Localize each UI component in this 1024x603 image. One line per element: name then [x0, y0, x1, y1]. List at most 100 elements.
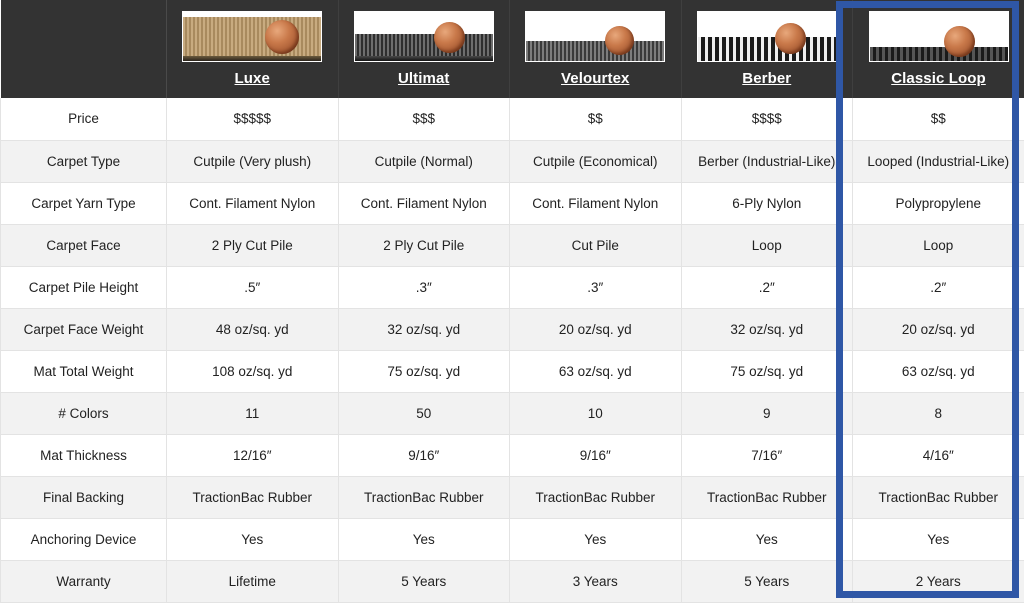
carpet-pile-icon	[354, 34, 493, 61]
row-label-mat-total-weight: Mat Total Weight	[0, 350, 167, 393]
cell-carpet-pile-height-berber: .2″	[680, 266, 853, 309]
cell-mat-thickness-velourtex: 9/16″	[509, 434, 682, 477]
product-thumbnail-luxe	[182, 11, 323, 62]
table-row-carpet-face-weight: Carpet Face Weight 48 oz/sq. yd 32 oz/sq…	[0, 308, 1024, 351]
carpet-pile-icon	[526, 41, 665, 61]
product-name-link-velourtex[interactable]: Velourtex	[561, 70, 630, 87]
cell-carpet-type-ultimat: Cutpile (Normal)	[337, 140, 510, 183]
cell-colors-luxe: 11	[166, 392, 339, 435]
row-label-carpet-face-weight: Carpet Face Weight	[0, 308, 167, 351]
cell-carpet-type-classic-loop: Looped (Industrial-Like)	[852, 140, 1024, 183]
row-label-final-backing: Final Backing	[0, 476, 167, 519]
cell-colors-classic-loop: 8	[852, 392, 1024, 435]
cell-anchoring-device-luxe: Yes	[166, 518, 339, 561]
table-row-warranty: Warranty Lifetime 5 Years 3 Years 5 Year…	[0, 560, 1024, 603]
row-label-price: Price	[0, 98, 167, 141]
row-label-warranty: Warranty	[0, 560, 167, 603]
cell-carpet-face-weight-velourtex: 20 oz/sq. yd	[509, 308, 682, 351]
cell-carpet-yarn-type-luxe: Cont. Filament Nylon	[166, 182, 339, 225]
table-row-mat-total-weight: Mat Total Weight 108 oz/sq. yd 75 oz/sq.…	[0, 350, 1024, 393]
cell-carpet-type-velourtex: Cutpile (Economical)	[509, 140, 682, 183]
cell-final-backing-velourtex: TractionBac Rubber	[509, 476, 682, 519]
product-name-link-ultimat[interactable]: Ultimat	[397, 70, 450, 87]
product-name-link-luxe[interactable]: Luxe	[234, 70, 270, 87]
table-body: Price $$$$$ $$$ $$ $$$$ $$ Carpet Type C…	[0, 98, 1024, 603]
product-thumbnail-berber	[696, 11, 837, 62]
cell-price-classic-loop: $$	[852, 98, 1024, 141]
product-name-link-classic-loop[interactable]: Classic Loop	[891, 70, 986, 87]
product-header-luxe[interactable]: Luxe	[166, 0, 338, 98]
cell-anchoring-device-ultimat: Yes	[337, 518, 510, 561]
cell-carpet-face-weight-berber: 32 oz/sq. yd	[680, 308, 853, 351]
table-row-carpet-pile-height: Carpet Pile Height .5″ .3″ .3″ .2″ .2″	[0, 266, 1024, 309]
cell-warranty-classic-loop: 2 Years	[852, 560, 1024, 603]
cell-carpet-face-weight-luxe: 48 oz/sq. yd	[166, 308, 339, 351]
table-row-carpet-yarn-type: Carpet Yarn Type Cont. Filament Nylon Co…	[0, 182, 1024, 225]
row-label-mat-thickness: Mat Thickness	[0, 434, 167, 477]
cell-carpet-pile-height-ultimat: .3″	[337, 266, 510, 309]
table-corner-cell	[0, 0, 167, 98]
header-row: Luxe Ultimat Velourtex	[0, 0, 1024, 98]
cell-mat-thickness-luxe: 12/16″	[166, 434, 339, 477]
cell-warranty-ultimat: 5 Years	[337, 560, 510, 603]
cell-mat-thickness-ultimat: 9/16″	[337, 434, 510, 477]
product-header-berber[interactable]: Berber	[680, 0, 853, 98]
carpet-pile-icon	[869, 47, 1008, 61]
cell-anchoring-device-berber: Yes	[680, 518, 853, 561]
table-row-colors: # Colors 11 50 10 9 8	[0, 392, 1024, 435]
product-header-velourtex[interactable]: Velourtex	[509, 0, 681, 98]
product-header-ultimat[interactable]: Ultimat	[337, 0, 510, 98]
product-name-link-berber[interactable]: Berber	[742, 70, 792, 87]
cell-final-backing-ultimat: TractionBac Rubber	[337, 476, 510, 519]
cell-carpet-pile-height-luxe: .5″	[166, 266, 339, 309]
cell-carpet-type-luxe: Cutpile (Very plush)	[166, 140, 339, 183]
cell-mat-thickness-berber: 7/16″	[680, 434, 853, 477]
cell-price-ultimat: $$$	[337, 98, 510, 141]
product-thumbnail-ultimat	[353, 11, 494, 62]
cell-final-backing-luxe: TractionBac Rubber	[166, 476, 339, 519]
table-header: Luxe Ultimat Velourtex	[0, 0, 1024, 98]
cell-carpet-face-luxe: 2 Ply Cut Pile	[166, 224, 339, 267]
cell-price-luxe: $$$$$	[166, 98, 339, 141]
cell-final-backing-classic-loop: TractionBac Rubber	[852, 476, 1024, 519]
row-label-carpet-face: Carpet Face	[0, 224, 167, 267]
cell-carpet-face-velourtex: Cut Pile	[509, 224, 682, 267]
row-label-carpet-type: Carpet Type	[0, 140, 167, 183]
penny-icon	[265, 20, 300, 54]
table-row-mat-thickness: Mat Thickness 12/16″ 9/16″ 9/16″ 7/16″ 4…	[0, 434, 1024, 477]
penny-icon	[774, 23, 806, 54]
row-label-colors: # Colors	[0, 392, 167, 435]
product-header-classic-loop[interactable]: Classic Loop	[852, 0, 1024, 98]
carpet-pile-icon	[183, 17, 322, 61]
row-label-anchoring-device: Anchoring Device	[0, 518, 167, 561]
table-row-price: Price $$$$$ $$$ $$ $$$$ $$	[0, 98, 1024, 141]
carpet-pile-icon	[697, 37, 836, 61]
cell-mat-total-weight-classic-loop: 63 oz/sq. yd	[852, 350, 1024, 393]
cell-carpet-face-berber: Loop	[680, 224, 853, 267]
cell-carpet-pile-height-velourtex: .3″	[509, 266, 682, 309]
cell-carpet-type-berber: Berber (Industrial-Like)	[680, 140, 853, 183]
cell-carpet-face-weight-classic-loop: 20 oz/sq. yd	[852, 308, 1024, 351]
row-label-carpet-yarn-type: Carpet Yarn Type	[0, 182, 167, 225]
cell-carpet-face-weight-ultimat: 32 oz/sq. yd	[337, 308, 510, 351]
cell-warranty-luxe: Lifetime	[166, 560, 339, 603]
cell-mat-thickness-classic-loop: 4/16″	[852, 434, 1024, 477]
cell-carpet-face-classic-loop: Loop	[852, 224, 1024, 267]
cell-warranty-velourtex: 3 Years	[509, 560, 682, 603]
cell-anchoring-device-velourtex: Yes	[509, 518, 682, 561]
cell-carpet-yarn-type-berber: 6-Ply Nylon	[680, 182, 853, 225]
table-row-final-backing: Final Backing TractionBac Rubber Tractio…	[0, 476, 1024, 519]
cell-mat-total-weight-berber: 75 oz/sq. yd	[680, 350, 853, 393]
cell-price-velourtex: $$	[509, 98, 682, 141]
cell-carpet-face-ultimat: 2 Ply Cut Pile	[337, 224, 510, 267]
cell-final-backing-berber: TractionBac Rubber	[680, 476, 853, 519]
cell-anchoring-device-classic-loop: Yes	[852, 518, 1024, 561]
cell-mat-total-weight-luxe: 108 oz/sq. yd	[166, 350, 339, 393]
cell-carpet-yarn-type-velourtex: Cont. Filament Nylon	[509, 182, 682, 225]
penny-icon	[943, 26, 975, 57]
cell-carpet-pile-height-classic-loop: .2″	[852, 266, 1024, 309]
cell-carpet-yarn-type-classic-loop: Polypropylene	[852, 182, 1024, 225]
cell-price-berber: $$$$	[680, 98, 853, 141]
cell-mat-total-weight-velourtex: 63 oz/sq. yd	[509, 350, 682, 393]
